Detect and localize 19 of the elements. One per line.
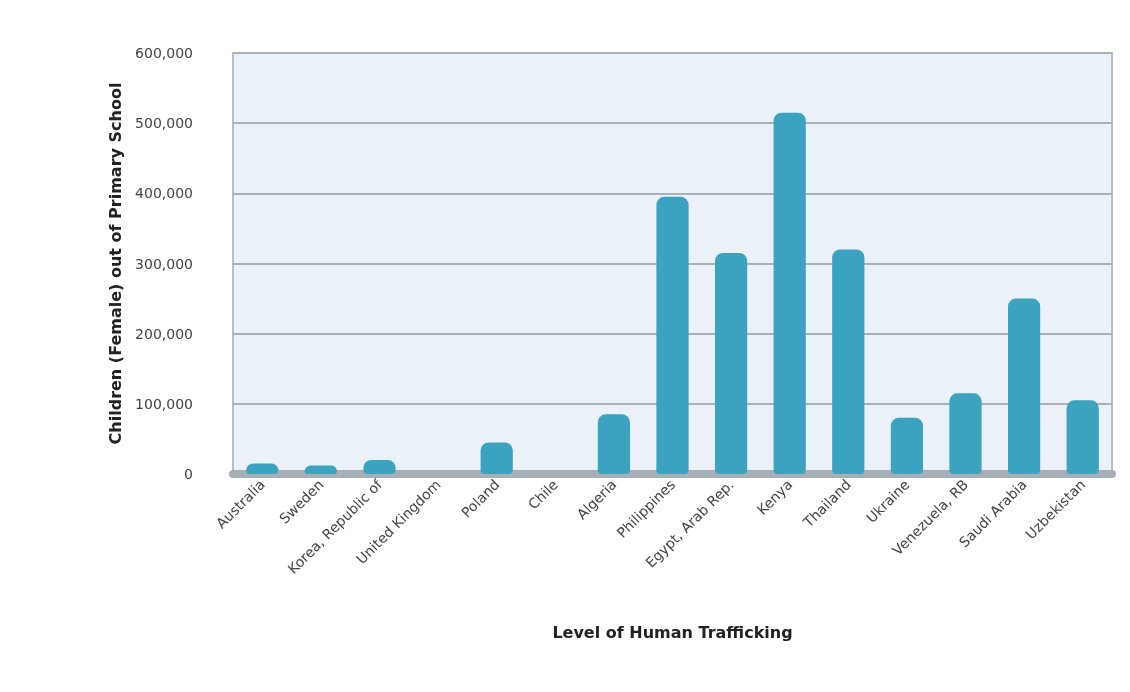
y-axis-title: Children (Female) out of Primary School: [105, 82, 125, 445]
y-tick-label: 400,000: [135, 185, 193, 202]
y-tick-label: 300,000: [135, 255, 193, 272]
bar: [1066, 400, 1099, 474]
bar: [714, 252, 748, 474]
bar: [890, 417, 924, 474]
bar: [480, 442, 513, 474]
y-tick-label: 600,000: [135, 45, 193, 61]
y-tick-label: 200,000: [135, 325, 193, 342]
y-tick-label: 0: [184, 466, 193, 482]
bar: [773, 112, 806, 474]
bar: [597, 414, 631, 474]
x-axis-title: Level of Human Trafficking: [552, 622, 793, 642]
bar: [656, 196, 689, 474]
bar: [1007, 298, 1041, 474]
bar: [949, 393, 982, 474]
y-tick-label: 100,000: [135, 395, 193, 412]
y-tick-label: 500,000: [135, 115, 193, 132]
bar: [832, 249, 865, 474]
